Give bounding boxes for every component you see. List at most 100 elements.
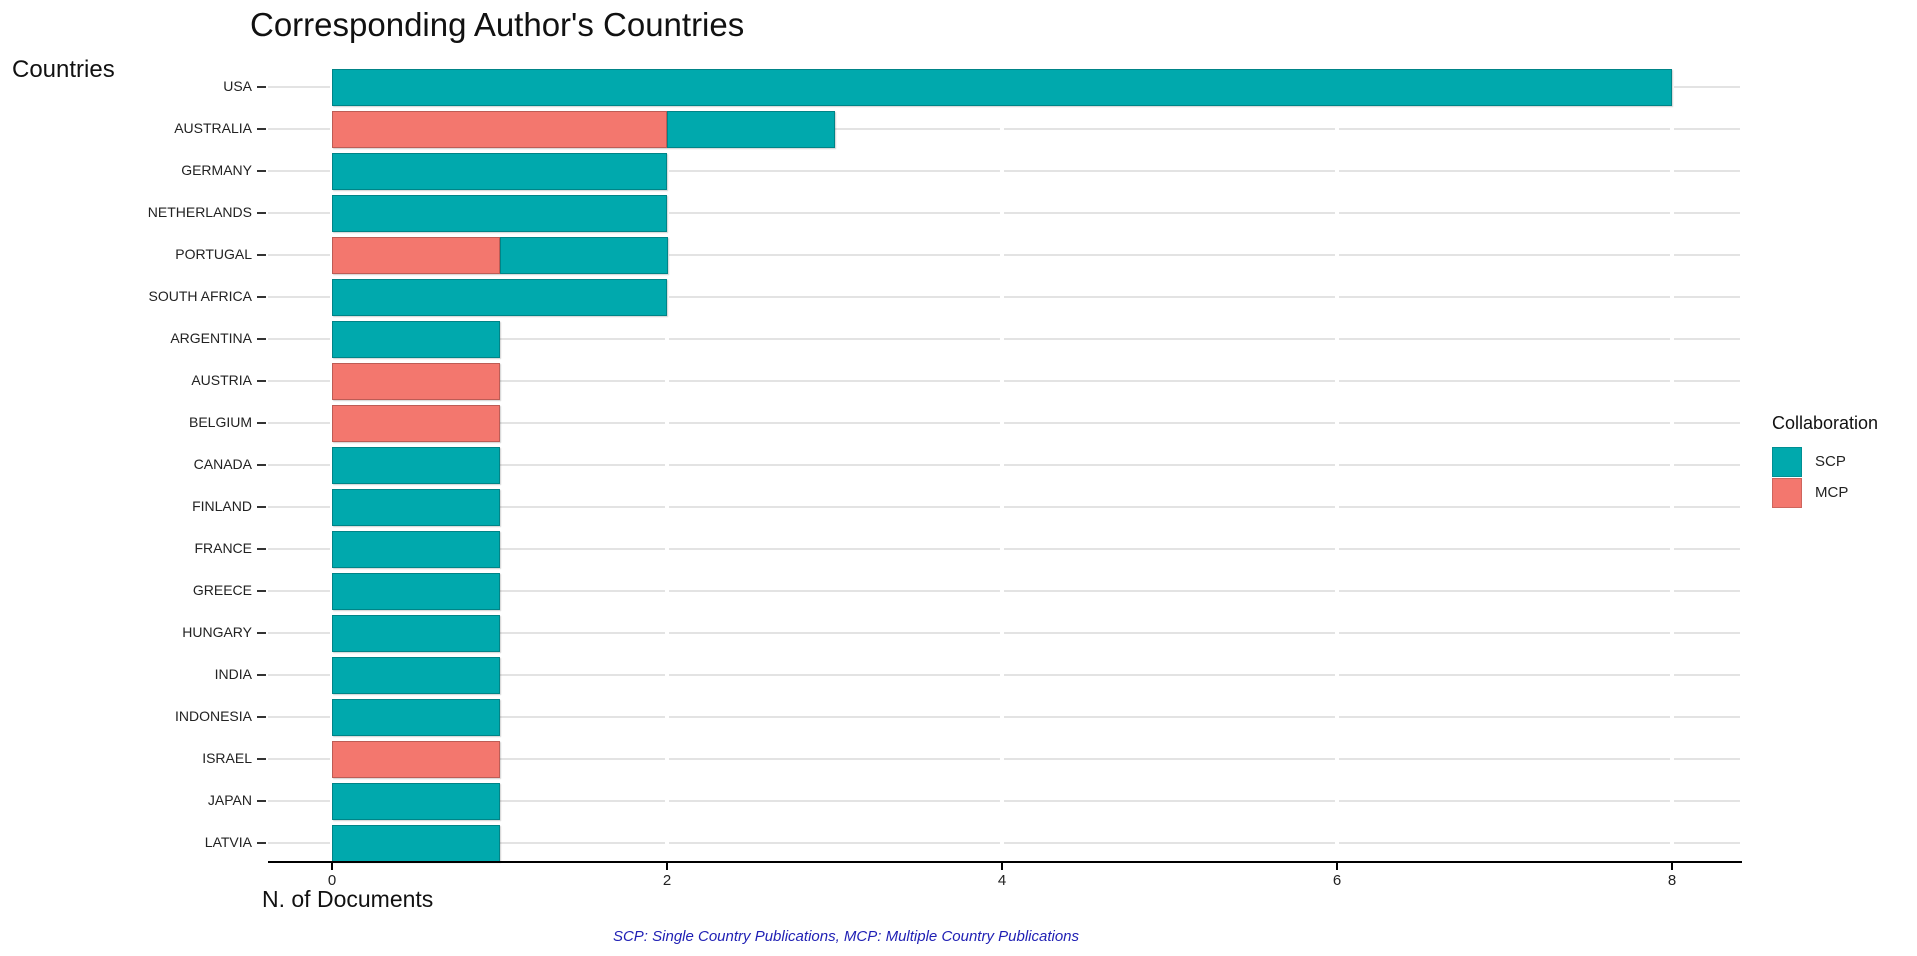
gridline-france (268, 548, 1740, 550)
x-tick-4 (1001, 863, 1003, 870)
gridline-netherlands (268, 212, 1740, 214)
y-tick-argentina (257, 338, 266, 340)
y-tick-france (257, 548, 266, 550)
x-tick-label-8: 8 (1667, 872, 1677, 889)
category-label-belgium: BELGIUM (188, 414, 252, 430)
y-tick-south-africa (257, 296, 266, 298)
gridline-germany (268, 170, 1740, 172)
y-tick-india (257, 674, 266, 676)
x-tick-label-2: 2 (662, 872, 672, 889)
category-label-usa: USA (223, 78, 252, 94)
bar-scp-netherlands (332, 195, 667, 232)
category-label-south-africa: SOUTH AFRICA (148, 288, 252, 304)
gridline-india (268, 674, 1740, 676)
gridline-hungary (268, 632, 1740, 634)
footnote: SCP: Single Country Publications, MCP: M… (612, 928, 1080, 945)
y-tick-japan (257, 800, 266, 802)
gridline-gap-x6 (1335, 57, 1339, 861)
category-label-israel: ISRAEL (202, 750, 252, 766)
y-tick-germany (257, 170, 266, 172)
bar-scp-argentina (332, 321, 500, 358)
y-axis-title: Countries (12, 56, 115, 83)
legend-title: Collaboration (1772, 413, 1879, 433)
legend-item-mcp: MCP (1772, 477, 1878, 508)
bar-mcp-austria (332, 363, 500, 400)
y-tick-canada (257, 464, 266, 466)
legend-label-mcp: MCP (1815, 484, 1849, 501)
category-label-hungary: HUNGARY (182, 624, 252, 640)
bar-scp-india (332, 657, 500, 694)
bar-scp-france (332, 531, 500, 568)
x-tick-label-6: 6 (1332, 872, 1342, 889)
gridline-argentina (268, 338, 1740, 340)
gridline-greece (268, 590, 1740, 592)
gridline-finland (268, 506, 1740, 508)
x-tick-label-0: 0 (327, 872, 337, 889)
gridline-canada (268, 464, 1740, 466)
category-label-france: FRANCE (194, 540, 252, 556)
bar-mcp-australia (332, 111, 667, 148)
bar-scp-australia (667, 111, 835, 148)
bar-mcp-portugal (332, 237, 500, 274)
gridline-japan (268, 800, 1740, 802)
bar-scp-hungary (332, 615, 500, 652)
bar-scp-greece (332, 573, 500, 610)
category-label-finland: FINLAND (192, 498, 252, 514)
bar-scp-portugal (499, 237, 668, 274)
y-tick-finland (257, 506, 266, 508)
y-tick-greece (257, 590, 266, 592)
y-tick-portugal (257, 254, 266, 256)
gridline-belgium (268, 422, 1740, 424)
gridline-austria (268, 380, 1740, 382)
category-label-canada: CANADA (193, 456, 252, 472)
category-label-india: INDIA (214, 666, 252, 682)
category-label-germany: GERMANY (181, 162, 252, 178)
chart-title: Corresponding Author's Countries (250, 6, 745, 43)
legend-item-scp: SCP (1772, 446, 1878, 477)
y-tick-austria (257, 380, 266, 382)
x-tick-6 (1336, 863, 1338, 870)
category-label-austria: AUSTRIA (191, 372, 252, 388)
y-tick-hungary (257, 632, 266, 634)
gridline-south-africa (268, 296, 1740, 298)
category-label-portugal: PORTUGAL (175, 246, 252, 262)
y-tick-israel (257, 758, 266, 760)
bar-scp-finland (332, 489, 500, 526)
y-tick-australia (257, 128, 266, 130)
bar-scp-canada (332, 447, 500, 484)
bar-scp-japan (332, 783, 500, 820)
y-tick-netherlands (257, 212, 266, 214)
gridline-portugal (268, 254, 1740, 256)
x-tick-label-4: 4 (997, 872, 1007, 889)
bar-scp-usa (332, 69, 1672, 106)
gridline-indonesia (268, 716, 1740, 718)
category-label-netherlands: NETHERLANDS (147, 204, 252, 220)
category-label-australia: AUSTRALIA (174, 120, 252, 136)
bar-scp-indonesia (332, 699, 500, 736)
legend-swatch-scp (1772, 446, 1802, 477)
x-axis-line (268, 861, 1742, 863)
y-tick-usa (257, 86, 266, 88)
legend-label-scp: SCP (1815, 453, 1846, 470)
category-label-argentina: ARGENTINA (170, 330, 252, 346)
gridline-gap-x4 (1000, 57, 1004, 861)
gridline-australia (268, 128, 1740, 130)
legend: Collaboration SCP MCP (1772, 413, 1878, 508)
gridline-gap-x8 (1670, 57, 1674, 861)
gridline-gap-x2 (665, 57, 669, 861)
x-tick-0 (331, 863, 333, 870)
y-tick-latvia (257, 842, 266, 844)
bar-scp-germany (332, 153, 667, 190)
category-label-greece: GREECE (192, 582, 252, 598)
bar-mcp-belgium (332, 405, 500, 442)
y-tick-belgium (257, 422, 266, 424)
category-label-latvia: LATVIA (204, 834, 252, 850)
y-tick-indonesia (257, 716, 266, 718)
x-tick-2 (666, 863, 668, 870)
legend-swatch-mcp (1772, 477, 1802, 508)
x-axis-title: N. of Documents (262, 886, 434, 912)
bar-scp-south-africa (332, 279, 667, 316)
category-label-indonesia: INDONESIA (174, 708, 252, 724)
x-tick-8 (1671, 863, 1673, 870)
